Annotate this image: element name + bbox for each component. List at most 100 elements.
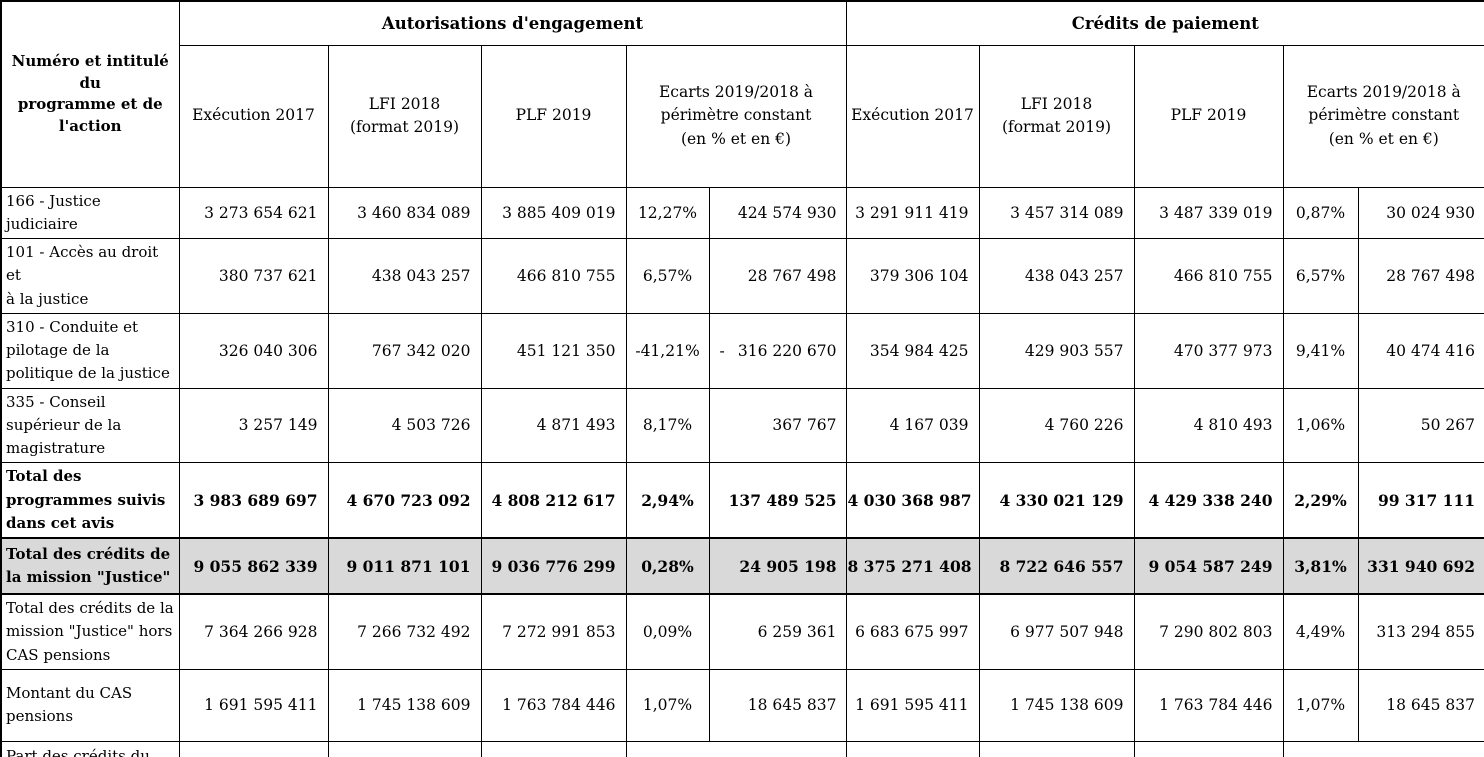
ae-ecart-eur-cell: 367 767 [708, 387, 847, 464]
ae-execution-cell: 326 040 306 [178, 312, 329, 389]
ae-ecart-eur-value: 316 220 670 [737, 341, 837, 360]
ae-ecart-pct-cell: 8,17% [625, 387, 710, 464]
cp-lfi-cell: 6 977 507 948 [978, 593, 1135, 670]
cp-ecart-eur-cell: 40 474 416 [1357, 312, 1484, 389]
sub-header-row: Exécution 2017 LFI 2018 (format 2019) PL… [1, 44, 1484, 188]
group-header-row: Numéro et intitulé du programme et de l'… [0, 0, 1484, 188]
cp-plf-2019-header: PLF 2019 [1133, 44, 1284, 188]
cp-execution-cell: 8 375 271 408 [845, 537, 980, 595]
cp-ecart-pct-cell: 3,81% [1282, 537, 1359, 595]
ae-lfi-cell: 4 503 726 [327, 387, 482, 464]
ae-execution-cell: 3 983 689 697 [178, 462, 329, 539]
cp-execution-cell: 6 683 675 997 [845, 593, 980, 670]
table-row-101: 101 - Accès au droit et à la justice 380… [0, 238, 1484, 314]
cp-ecart-eur-cell: 99 317 111 [1357, 462, 1484, 539]
row-label: 166 - Justice judiciaire [0, 186, 180, 239]
cp-ecart-eur-cell: 30 024 930 [1357, 186, 1484, 239]
ae-execution-cell: 380 737 621 [178, 238, 329, 314]
cp-lfi-cell: 438 043 257 [978, 238, 1135, 314]
cp-lfi-cell: 8 722 646 557 [978, 537, 1135, 595]
cp-lfi-cell: 4 760 226 [978, 387, 1135, 464]
ae-lfi-2018-header: LFI 2018 (format 2019) [327, 44, 482, 188]
ae-plf-2019-header: PLF 2019 [480, 44, 627, 188]
corner-header: Numéro et intitulé du programme et de l'… [0, 0, 180, 188]
ae-plf-cell: 4 871 493 [480, 387, 627, 464]
cp-execution-cell: 379 306 104 [845, 238, 980, 314]
ae-plf-cell: 1 763 784 446 [480, 668, 627, 742]
cp-ecart-eur-cell: 331 940 692 [1357, 537, 1484, 595]
ae-plf-cell: 7 272 991 853 [480, 593, 627, 670]
table-row-310: 310 - Conduite et pilotage de la politiq… [0, 312, 1484, 389]
row-label: Total des crédits de la mission "Justice… [0, 593, 180, 670]
ae-ecart-eur-negative-cell: -316 220 670 [708, 312, 847, 389]
cp-ecarts-header: Ecarts 2019/2018 à périmètre constant (e… [1282, 44, 1484, 188]
row-label: Montant du CAS pensions [0, 668, 180, 742]
cp-ecart-pct-cell: 1,07% [1282, 668, 1359, 742]
ae-lfi-cell: 7 266 732 492 [327, 593, 482, 670]
cp-ecart-pct-cell: 6,57% [1282, 238, 1359, 314]
row-label: Part des crédits du présent avis dans la… [0, 740, 180, 757]
table-row-total-programmes: Total des programmes suivis dans cet avi… [0, 462, 1484, 539]
ae-lfi-cell: 767 342 020 [327, 312, 482, 389]
ae-plf-cell: 4 808 212 617 [480, 462, 627, 539]
cp-plf-cell: 7 290 802 803 [1133, 593, 1284, 670]
cp-execution-cell: 4 167 039 [845, 387, 980, 464]
cp-ecart-eur-cell: 18 645 837 [1357, 668, 1484, 742]
ae-lfi-cell: 51,8% [327, 740, 482, 757]
ae-ecart-pct-cell: 12,27% [625, 186, 710, 239]
cp-execution-cell: 4 030 368 987 [845, 462, 980, 539]
cp-plf-cell: 466 810 755 [1133, 238, 1284, 314]
cp-lfi-cell: 3 457 314 089 [978, 186, 1135, 239]
ae-execution-cell: 44,0% [178, 740, 329, 757]
table-row-montant-cas: Montant du CAS pensions 1 691 595 411 1 … [0, 668, 1484, 742]
minus-sign: - [719, 341, 725, 360]
ae-execution-cell: 1 691 595 411 [178, 668, 329, 742]
cp-execution-cell: 354 984 425 [845, 312, 980, 389]
cp-execution-cell: 48,1% [845, 740, 980, 757]
ae-ecart-pct-cell: 1,07% [625, 668, 710, 742]
ae-plf-cell: 9 036 776 299 [480, 537, 627, 595]
ae-lfi-cell: 1 745 138 609 [327, 668, 482, 742]
ae-ecart-eur-cell: 424 574 930 [708, 186, 847, 239]
cp-plf-cell: 470 377 973 [1133, 312, 1284, 389]
cp-ecart-pct-cell: 0,87% [1282, 186, 1359, 239]
cp-ecart-dash-cell: - [1282, 740, 1484, 757]
ae-ecart-eur-cell: 137 489 525 [708, 462, 847, 539]
ae-plf-cell: 451 121 350 [480, 312, 627, 389]
cp-plf-cell: 1 763 784 446 [1133, 668, 1284, 742]
table-row-hors-cas: Total des crédits de la mission "Justice… [0, 593, 1484, 670]
row-label: 101 - Accès au droit et à la justice [0, 238, 180, 314]
ae-ecart-pct-cell: 0,28% [625, 537, 710, 595]
cp-plf-cell: 3 487 339 019 [1133, 186, 1284, 239]
row-label: Total des programmes suivis dans cet avi… [0, 462, 180, 539]
ae-plf-cell: 466 810 755 [480, 238, 627, 314]
cp-ecart-pct-cell: 1,06% [1282, 387, 1359, 464]
table-row-166: 166 - Justice judiciaire 3 273 654 621 3… [0, 186, 1484, 239]
ae-execution-cell: 3 257 149 [178, 387, 329, 464]
row-label: 310 - Conduite et pilotage de la politiq… [0, 312, 180, 389]
ae-lfi-cell: 4 670 723 092 [327, 462, 482, 539]
ae-ecart-eur-cell: 18 645 837 [708, 668, 847, 742]
cp-lfi-cell: 429 903 557 [978, 312, 1135, 389]
cp-ecart-eur-cell: 50 267 [1357, 387, 1484, 464]
ae-ecart-eur-cell: 6 259 361 [708, 593, 847, 670]
cp-lfi-2018-header: LFI 2018 (format 2019) [978, 44, 1135, 188]
cp-ecart-eur-cell: 313 294 855 [1357, 593, 1484, 670]
cp-ecart-eur-cell: 28 767 498 [1357, 238, 1484, 314]
cp-ecart-pct-cell: 2,29% [1282, 462, 1359, 539]
row-label: 335 - Conseil supérieur de la magistratu… [0, 387, 180, 464]
cp-plf-cell: 48,9% [1133, 740, 1284, 757]
group-header-autorisations-engagement: Autorisations d'engagement [178, 0, 847, 46]
ae-ecart-pct-cell: 6,57% [625, 238, 710, 314]
row-label: Total des crédits de la mission "Justice… [0, 537, 180, 595]
ae-ecart-dash-cell: - [625, 740, 847, 757]
ae-ecart-eur-cell: 24 905 198 [708, 537, 847, 595]
ae-plf-cell: 53,2% [480, 740, 627, 757]
ae-execution-cell: 7 364 266 928 [178, 593, 329, 670]
cp-lfi-cell: 49,6% [978, 740, 1135, 757]
ae-ecarts-header: Ecarts 2019/2018 à périmètre constant (e… [625, 44, 847, 188]
cp-execution-cell: 3 291 911 419 [845, 186, 980, 239]
ae-ecart-pct-cell: 2,94% [625, 462, 710, 539]
cp-ecart-pct-cell: 4,49% [1282, 593, 1359, 670]
